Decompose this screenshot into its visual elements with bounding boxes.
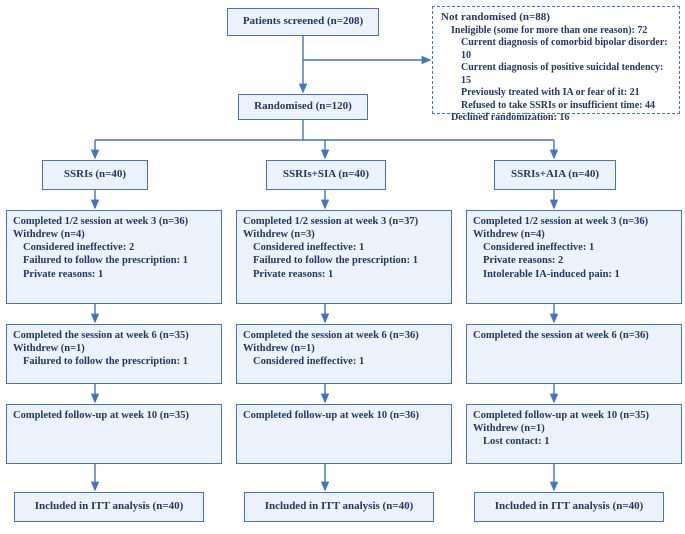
arm-1-itt: Included in ITT analysis (n=40) xyxy=(244,492,434,522)
nr-line-4: Refused to take SSRIs or insufficient ti… xyxy=(441,100,671,113)
arm-2-week3-d2: Intolerable IA-induced pain: 1 xyxy=(473,268,675,281)
node-not-randomised: Not randomised (n=88) Ineligible (some f… xyxy=(432,6,680,114)
arm-1-week6-line1: Completed the session at week 6 (n=36) xyxy=(243,329,445,342)
arm-2-week10: Completed follow-up at week 10 (n=35) Wi… xyxy=(466,404,682,464)
arm-2-week6-line1: Completed the session at week 6 (n=36) xyxy=(473,329,675,342)
arm-0-week6-line2: Withdrew (n=1) xyxy=(13,342,215,355)
nr-line-1: Current diagnosis of comorbid bipolar di… xyxy=(441,37,671,62)
arm-0-week6: Completed the session at week 6 (n=35) W… xyxy=(6,324,222,384)
arm-2-week10-line1: Completed follow-up at week 10 (n=35) xyxy=(473,409,675,422)
arm-1-week6: Completed the session at week 6 (n=36) W… xyxy=(236,324,452,384)
nr-line-2: Current diagnosis of positive suicidal t… xyxy=(441,62,671,87)
arm-1-week6-line2: Withdrew (n=1) xyxy=(243,342,445,355)
arm-0-week3-d1: Failured to follow the prescription: 1 xyxy=(13,254,215,267)
arm-0-week6-d0: Failured to follow the prescription: 1 xyxy=(13,355,215,368)
arm-1-week3-d2: Private reasons: 1 xyxy=(243,268,445,281)
arm-2-week6: Completed the session at week 6 (n=36) xyxy=(466,324,682,384)
arm-1-week3-d1: Failured to follow the prescription: 1 xyxy=(243,254,445,267)
arm-1-week3: Completed 1/2 session at week 3 (n=37) W… xyxy=(236,210,452,304)
arm-2-week3: Completed 1/2 session at week 3 (n=36) W… xyxy=(466,210,682,304)
arm-2-itt: Included in ITT analysis (n=40) xyxy=(474,492,664,522)
arm-1-week3-line2: Withdrew (n=3) xyxy=(243,228,445,241)
arm-1-week10: Completed follow-up at week 10 (n=36) xyxy=(236,404,452,464)
arm-2-week10-d0: Lost contact: 1 xyxy=(473,435,675,448)
node-screened: Patients screened (n=208) xyxy=(227,8,379,36)
arm-2-week3-line1: Completed 1/2 session at week 3 (n=36) xyxy=(473,215,675,228)
arm-0-itt: Included in ITT analysis (n=40) xyxy=(14,492,204,522)
arm-0-week3-d0: Considered ineffective: 2 xyxy=(13,241,215,254)
arm-0-week10-line1: Completed follow-up at week 10 (n=35) xyxy=(13,409,215,422)
arm-0-week3-line2: Withdrew (n=4) xyxy=(13,228,215,241)
not-randomised-title: Not randomised (n=88) xyxy=(441,11,671,25)
arm-0-week3: Completed 1/2 session at week 3 (n=36) W… xyxy=(6,210,222,304)
arm-0-name: SSRIs (n=40) xyxy=(42,160,148,190)
arm-2-name: SSRIs+AIA (n=40) xyxy=(494,160,616,190)
arm-1-week6-d0: Considered ineffective: 1 xyxy=(243,355,445,368)
arm-2-week3-d1: Private reasons: 2 xyxy=(473,254,675,267)
arm-1-week10-line1: Completed follow-up at week 10 (n=36) xyxy=(243,409,445,422)
arm-1-name: SSRIs+SIA (n=40) xyxy=(266,160,386,190)
nr-line-3: Previously treated with IA or fear of it… xyxy=(441,87,671,100)
node-randomised: Randomised (n=120) xyxy=(238,94,368,120)
arm-0-week3-d2: Private reasons: 1 xyxy=(13,268,215,281)
arm-0-week6-line1: Completed the session at week 6 (n=35) xyxy=(13,329,215,342)
arm-1-week3-line1: Completed 1/2 session at week 3 (n=37) xyxy=(243,215,445,228)
nr-line-5: Declined randomization: 16 xyxy=(441,112,671,125)
nr-line-0: Ineligible (some for more than one reaso… xyxy=(441,25,671,38)
arm-2-week3-line2: Withdrew (n=4) xyxy=(473,228,675,241)
arm-1-week3-d0: Considered ineffective: 1 xyxy=(243,241,445,254)
arm-2-week10-line2: Withdrew (n=1) xyxy=(473,422,675,435)
arm-0-week3-line1: Completed 1/2 session at week 3 (n=36) xyxy=(13,215,215,228)
arm-0-week10: Completed follow-up at week 10 (n=35) xyxy=(6,404,222,464)
arm-2-week3-d0: Considered ineffective: 1 xyxy=(473,241,675,254)
